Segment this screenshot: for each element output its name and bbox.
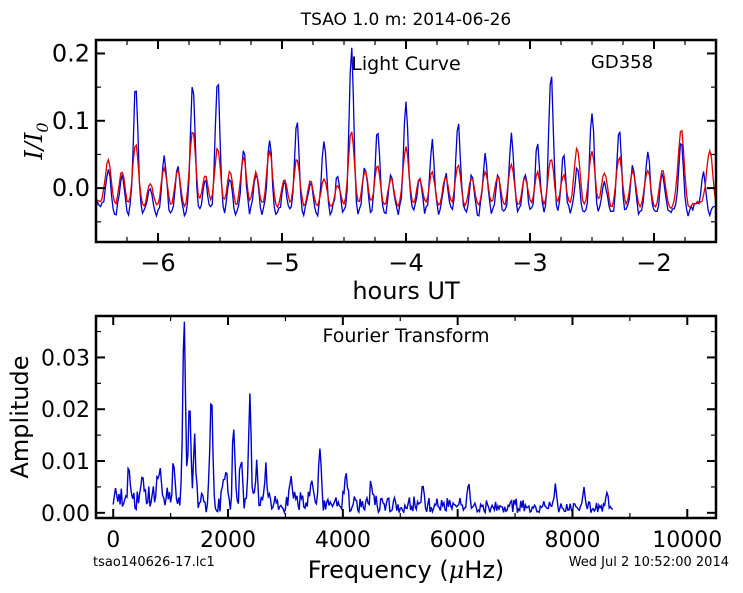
fourier-x-axis-label: Frequency (μHz) [308, 556, 505, 584]
light-curve-x-tick-label: −2 [636, 249, 671, 277]
fourier-y-tick-label: 0.03 [41, 346, 90, 371]
y-label-i: I [20, 150, 48, 161]
fourier-series-blue [112, 321, 614, 515]
light-curve-series-group [96, 47, 716, 219]
x-label-part-a: Frequency ( [308, 556, 449, 584]
y-label-i0: I [20, 132, 48, 143]
light-curve-x-ticks: −6 −5 −4 −3 −2 [95, 40, 717, 277]
fourier-x-tick-label: 2000 [200, 528, 256, 553]
fourier-y-tick-label: 0.00 [41, 502, 90, 527]
light-curve-y-tick-label: 0.1 [52, 107, 90, 135]
light-curve-x-tick-label: −3 [512, 249, 547, 277]
fourier-x-tick-label: 8000 [544, 528, 600, 553]
light-curve-series-red [96, 129, 716, 210]
light-curve-y-tick-label: 0.0 [52, 174, 90, 202]
y-label-slash: / [20, 139, 48, 152]
fourier-x-tick-label: 10000 [652, 528, 722, 553]
light-curve-series-blue [96, 47, 716, 219]
light-curve-x-tick-label: −4 [388, 249, 423, 277]
fourier-panel: 0 2000 4000 6000 8000 10000 0.000.010.020.03 … [6, 314, 722, 584]
y-label-subscript: 0 [33, 122, 52, 132]
light-curve-annotation: Light Curve [351, 53, 461, 75]
fourier-frame [94, 314, 718, 520]
page-title: TSAO 1.0 m: 2014-06-26 [300, 10, 512, 30]
footer-filename: tsao140626-17.lc1 [93, 555, 215, 570]
x-label-part-b: Hz) [464, 556, 504, 584]
fourier-x-tick-label: 6000 [430, 528, 486, 553]
light-curve-y-ticks: 0.0 0.1 0.2 [52, 39, 716, 223]
fourier-x-ticks: 0 2000 4000 6000 8000 10000 [106, 316, 722, 553]
fourier-series-group [112, 321, 614, 515]
fourier-y-tick-label: 0.02 [41, 398, 90, 423]
light-curve-y-tick-label: 0.2 [52, 39, 90, 67]
fourier-y-tick-label: 0.01 [41, 450, 90, 475]
star-label: GD358 [591, 52, 653, 73]
fourier-x-tick-label: 4000 [315, 528, 371, 553]
light-curve-panel: −6 −5 −4 −3 −2 0.0 0.1 0.2 Light Curve GD358 h… [20, 38, 718, 305]
fourier-y-ticks: 0.00 0.01 0.02 0.03 [41, 330, 716, 527]
light-curve-x-tick-label: −6 [140, 249, 175, 277]
footer-timestamp: Wed Jul 2 10:52:00 2014 [569, 555, 729, 570]
light-curve-x-tick-label: −5 [264, 249, 299, 277]
light-curve-x-axis-label: hours UT [352, 277, 460, 305]
fourier-annotation: Fourier Transform [322, 325, 489, 347]
fourier-y-axis-label: Amplitude [6, 356, 34, 479]
fourier-x-tick-label: 0 [106, 528, 120, 553]
light-curve-y-axis-label: I/I0 [20, 122, 52, 160]
x-label-mu: μ [449, 556, 465, 584]
